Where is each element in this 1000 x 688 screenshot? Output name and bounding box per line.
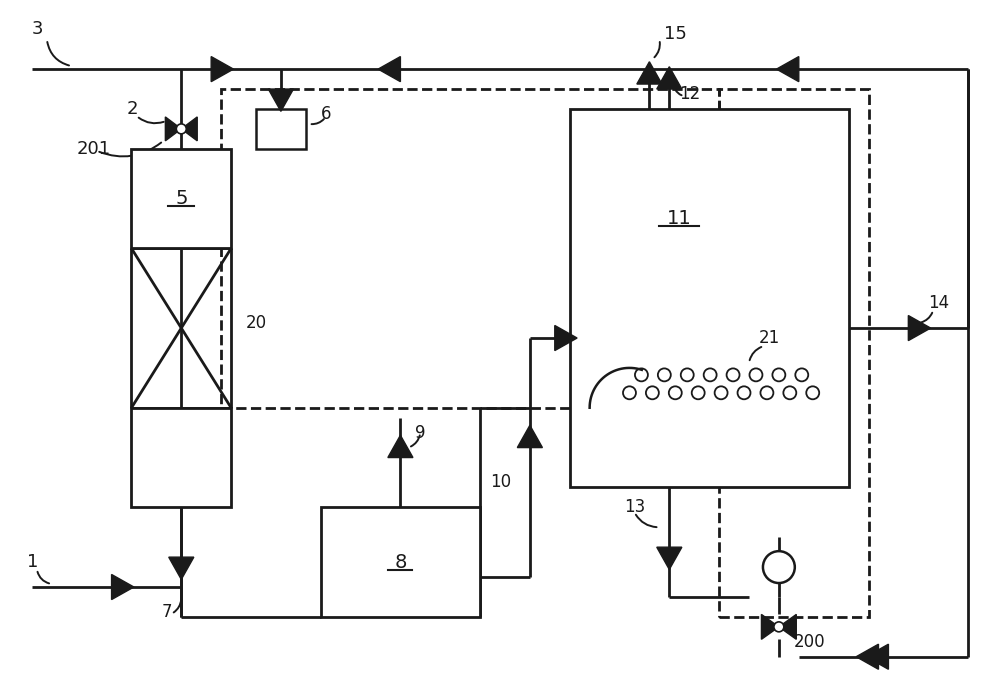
Polygon shape bbox=[908, 316, 931, 341]
Text: 3: 3 bbox=[32, 20, 43, 39]
Bar bbox=[719, 89, 869, 617]
Text: 6: 6 bbox=[321, 105, 331, 123]
Text: 5: 5 bbox=[175, 189, 188, 208]
Text: 12: 12 bbox=[679, 85, 701, 103]
Bar bbox=[321, 507, 480, 617]
Polygon shape bbox=[388, 436, 413, 458]
Polygon shape bbox=[779, 614, 796, 639]
Bar bbox=[570, 109, 849, 487]
Polygon shape bbox=[776, 56, 799, 82]
Text: 13: 13 bbox=[624, 498, 646, 516]
Circle shape bbox=[774, 622, 784, 632]
Polygon shape bbox=[637, 62, 662, 84]
Polygon shape bbox=[378, 56, 400, 82]
Text: 20: 20 bbox=[246, 314, 267, 332]
Circle shape bbox=[176, 124, 186, 134]
Polygon shape bbox=[517, 425, 542, 448]
Text: 7: 7 bbox=[161, 603, 172, 621]
Text: 8: 8 bbox=[394, 552, 407, 572]
Polygon shape bbox=[657, 67, 682, 89]
Circle shape bbox=[763, 551, 795, 583]
Bar bbox=[256, 109, 306, 149]
Polygon shape bbox=[555, 325, 577, 351]
Polygon shape bbox=[761, 614, 779, 639]
Polygon shape bbox=[165, 117, 181, 141]
Text: 1: 1 bbox=[27, 553, 38, 571]
Polygon shape bbox=[866, 644, 888, 669]
Polygon shape bbox=[657, 547, 682, 570]
Polygon shape bbox=[169, 557, 194, 579]
Text: 21: 21 bbox=[759, 329, 780, 347]
Polygon shape bbox=[268, 89, 293, 111]
Bar bbox=[131, 408, 231, 507]
Text: 11: 11 bbox=[667, 209, 692, 228]
Text: 201: 201 bbox=[77, 140, 111, 158]
Bar bbox=[131, 149, 231, 248]
Polygon shape bbox=[856, 644, 878, 669]
Polygon shape bbox=[181, 117, 197, 141]
Bar bbox=[221, 89, 719, 408]
Polygon shape bbox=[112, 574, 134, 599]
Text: 9: 9 bbox=[415, 424, 426, 442]
Polygon shape bbox=[211, 56, 233, 82]
Text: 200: 200 bbox=[794, 633, 825, 651]
Text: 14: 14 bbox=[928, 294, 949, 312]
Text: 15: 15 bbox=[664, 25, 687, 43]
Text: 2: 2 bbox=[127, 100, 138, 118]
Text: 10: 10 bbox=[490, 473, 511, 491]
